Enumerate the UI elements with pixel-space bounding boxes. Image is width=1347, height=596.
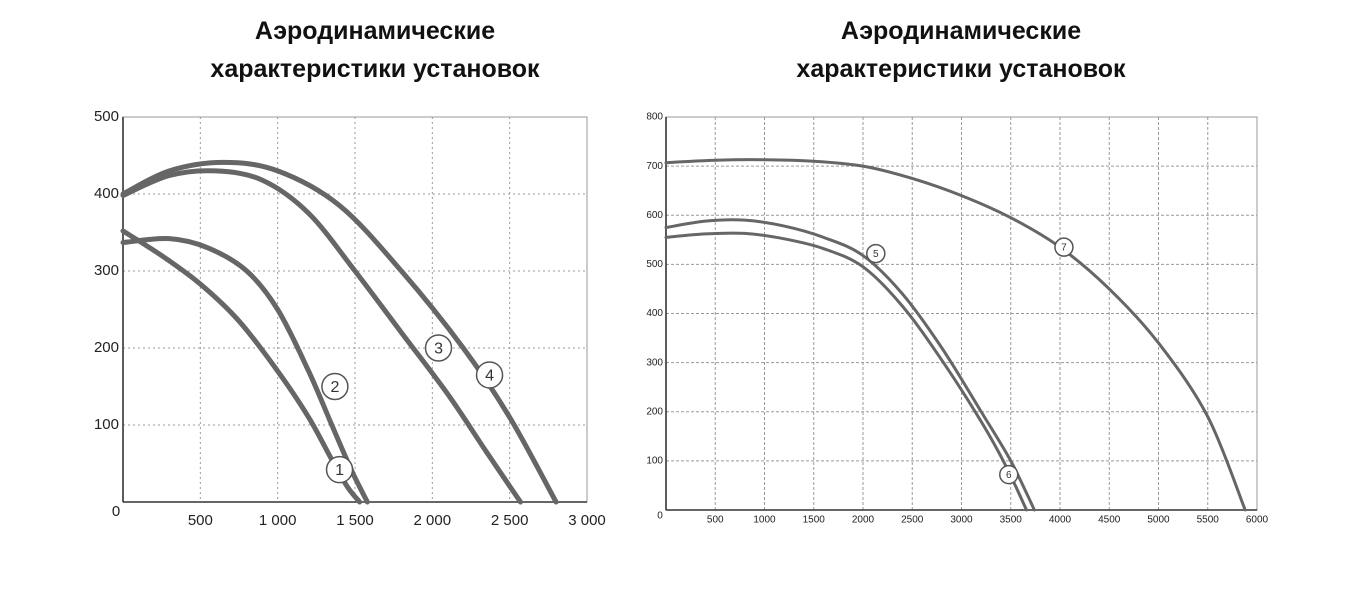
left-series-marker-1: 1 bbox=[325, 455, 354, 484]
right-x-tick-label: 1000 bbox=[753, 515, 776, 526]
right-x-tick-label: 4000 bbox=[1049, 515, 1072, 526]
left-series-marker-3: 3 bbox=[424, 334, 453, 362]
series-marker-circle bbox=[325, 455, 354, 484]
left-series-curve-3 bbox=[120, 168, 523, 505]
series-marker-circle bbox=[1054, 237, 1074, 257]
right-y-tick-label: 800 bbox=[646, 112, 663, 123]
chart-title-right-line-1: Аэродинамические bbox=[840, 17, 1082, 45]
series-marker-label: 3 bbox=[434, 341, 443, 358]
right-x-tick-label: 3000 bbox=[950, 515, 973, 526]
chart-title-left-line-1: Аэродинамические bbox=[254, 17, 496, 45]
left-x-tick-label: 3 000 bbox=[568, 512, 606, 529]
left-series-curve-4 bbox=[120, 159, 559, 505]
series-marker-label: 7 bbox=[1061, 243, 1067, 254]
left-series-marker-2: 2 bbox=[321, 372, 349, 401]
right-y-tick-label: 400 bbox=[646, 308, 663, 319]
right-x-tick-label: 5000 bbox=[1147, 515, 1170, 526]
right-series-curve-7 bbox=[664, 158, 1247, 512]
right-x-tick-label: 2000 bbox=[852, 515, 875, 526]
left-x-tick-label: 1 000 bbox=[259, 512, 297, 529]
series-marker-circle bbox=[321, 372, 349, 401]
left-x-tick-label: 1 500 bbox=[336, 512, 374, 529]
right-series-marker-5: 5 bbox=[866, 243, 886, 264]
series-marker-label: 4 bbox=[485, 367, 494, 384]
right-y-tick-label: 100 bbox=[646, 456, 663, 467]
left-x-tick-label: 2 000 bbox=[414, 512, 452, 529]
right-y-tick-label: 200 bbox=[646, 406, 663, 417]
left-x-tick-label: 0 bbox=[112, 503, 120, 520]
left-y-tick-label: 500 bbox=[94, 108, 119, 125]
left-y-tick-label: 400 bbox=[94, 185, 119, 202]
left-x-tick-label: 2 500 bbox=[491, 512, 529, 529]
right-x-tick-label: 5500 bbox=[1197, 515, 1220, 526]
right-x-tick-label: 2500 bbox=[901, 515, 924, 526]
right-x-tick-label: 0 bbox=[657, 511, 663, 522]
left-y-tick-label: 200 bbox=[94, 339, 119, 356]
left-y-tick-label: 100 bbox=[94, 416, 119, 433]
series-marker-circle bbox=[999, 464, 1019, 485]
left-series-marker-4: 4 bbox=[475, 361, 504, 389]
right-x-tick-label: 4500 bbox=[1098, 515, 1121, 526]
right-series-marker-7: 7 bbox=[1054, 237, 1074, 257]
chart-title-right: Аэродинамические характеристики установо… bbox=[736, 12, 1186, 88]
series-marker-label: 2 bbox=[330, 379, 339, 396]
right-y-tick-label: 600 bbox=[646, 210, 663, 221]
right-x-tick-label: 500 bbox=[707, 515, 724, 526]
series-marker-circle bbox=[475, 361, 504, 389]
chart-title-right-line-2: характеристики установок bbox=[796, 55, 1126, 83]
right-grid bbox=[666, 116, 1258, 510]
right-series-marker-6: 6 bbox=[999, 464, 1019, 485]
left-x-tick-label: 500 bbox=[188, 512, 213, 529]
series-marker-label: 5 bbox=[873, 249, 879, 260]
left-y-tick-label: 300 bbox=[94, 262, 119, 279]
right-series-curve-6 bbox=[664, 231, 1029, 512]
right-y-tick-label: 700 bbox=[646, 161, 663, 172]
right-x-tick-label: 1500 bbox=[803, 515, 826, 526]
chart-title-left-line-2: характеристики установок bbox=[210, 55, 540, 83]
right-x-tick-label: 6000 bbox=[1246, 515, 1269, 526]
series-marker-circle bbox=[424, 334, 453, 362]
right-y-tick-label: 500 bbox=[646, 259, 663, 270]
chart-title-left: Аэродинамические характеристики установо… bbox=[150, 12, 600, 88]
series-marker-label: 1 bbox=[335, 462, 344, 479]
series-marker-label: 6 bbox=[1006, 470, 1012, 481]
right-y-tick-label: 300 bbox=[646, 357, 663, 368]
series-marker-circle bbox=[866, 243, 886, 264]
right-x-tick-label: 3500 bbox=[1000, 515, 1023, 526]
right-series-curve-5 bbox=[664, 218, 1036, 512]
